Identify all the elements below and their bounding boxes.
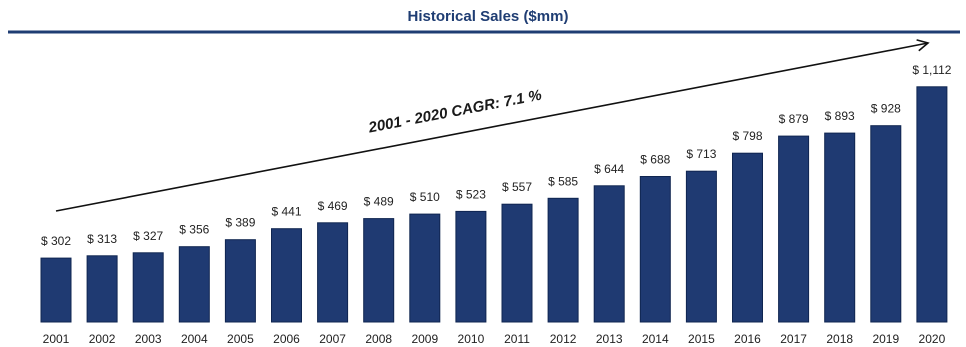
data-label-2012: $ 585: [548, 174, 578, 188]
chart-title: Historical Sales ($mm): [408, 8, 569, 25]
cagr-annotation: 2001 - 2020 CAGR: 7.1 %: [366, 87, 543, 137]
data-labels: $ 302 $ 313 $ 327 $ 356 $ 389 $ 441 $ 469 $ 489…: [41, 63, 952, 248]
data-label-2001: $ 302: [41, 234, 71, 248]
bar-2007: [317, 222, 349, 323]
x-tick-2015: 2015: [688, 332, 715, 346]
data-label-2005: $ 389: [225, 216, 255, 230]
bar-2014: [639, 176, 671, 323]
data-label-2002: $ 313: [87, 232, 117, 246]
bar-2018: [824, 132, 856, 323]
x-axis-ticks: 2001 2002 2003 2004 2005 2006 2007 2008 2009 2010…: [43, 332, 946, 346]
data-label-2017: $ 879: [779, 112, 809, 126]
data-label-2019: $ 928: [871, 102, 901, 116]
x-tick-2018: 2018: [826, 332, 853, 346]
x-tick-2003: 2003: [135, 332, 162, 346]
bar-2003: [132, 252, 164, 323]
data-label-2007: $ 469: [318, 199, 348, 213]
bar-2002: [86, 255, 118, 323]
x-tick-2014: 2014: [642, 332, 669, 346]
bar-2016: [732, 152, 763, 323]
data-label-2009: $ 510: [410, 190, 440, 204]
cagr-trend-arrow: [55, 42, 929, 212]
bar-2004: [178, 246, 210, 323]
data-label-2015: $ 713: [686, 147, 716, 161]
x-tick-2020: 2020: [919, 332, 946, 346]
x-tick-2005: 2005: [227, 332, 254, 346]
bar-2020: [916, 86, 948, 323]
bar-2011: [501, 203, 533, 323]
x-tick-2001: 2001: [43, 332, 70, 346]
data-label-2006: $ 441: [271, 205, 301, 219]
x-tick-2006: 2006: [273, 332, 300, 346]
data-label-2004: $ 356: [179, 223, 209, 237]
bar-2017: [778, 135, 810, 323]
bar-2001: [40, 257, 72, 323]
x-tick-2013: 2013: [596, 332, 623, 346]
x-tick-2011: 2011: [504, 332, 530, 346]
bar-2015: [685, 170, 717, 323]
bar-2019: [870, 125, 902, 323]
bar-2012: [547, 197, 579, 323]
data-label-2014: $ 688: [640, 153, 670, 167]
bar-series: [40, 86, 948, 323]
x-tick-2009: 2009: [411, 332, 438, 346]
bar-2010: [455, 210, 487, 323]
x-tick-2019: 2019: [872, 332, 899, 346]
data-label-2010: $ 523: [456, 187, 486, 201]
data-label-2011: $ 557: [502, 180, 532, 194]
bar-2008: [363, 218, 395, 323]
data-label-2016: $ 798: [732, 129, 762, 143]
x-tick-2010: 2010: [458, 332, 485, 346]
bar-2013: [593, 185, 625, 323]
data-label-2018: $ 893: [825, 109, 855, 123]
bar-2006: [271, 228, 302, 323]
x-tick-2007: 2007: [319, 332, 346, 346]
bar-2009: [409, 213, 441, 323]
data-label-2008: $ 489: [364, 195, 394, 209]
bar-2005: [224, 239, 256, 323]
data-label-2013: $ 644: [594, 162, 624, 176]
x-tick-2008: 2008: [365, 332, 392, 346]
x-tick-2004: 2004: [181, 332, 208, 346]
x-tick-2017: 2017: [780, 332, 807, 346]
x-tick-2016: 2016: [734, 332, 761, 346]
x-tick-2012: 2012: [550, 332, 577, 346]
data-label-2003: $ 327: [133, 229, 163, 243]
x-tick-2002: 2002: [89, 332, 116, 346]
data-label-2020: $ 1,112: [912, 63, 951, 77]
cagr-arrowhead-icon: [916, 39, 930, 52]
